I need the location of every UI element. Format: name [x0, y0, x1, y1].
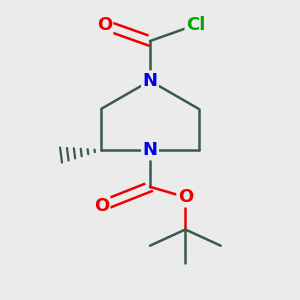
Text: Cl: Cl [186, 16, 205, 34]
Text: O: O [97, 16, 112, 34]
Text: O: O [94, 197, 109, 215]
Text: N: N [142, 141, 158, 159]
Text: O: O [178, 188, 193, 206]
Text: N: N [142, 72, 158, 90]
